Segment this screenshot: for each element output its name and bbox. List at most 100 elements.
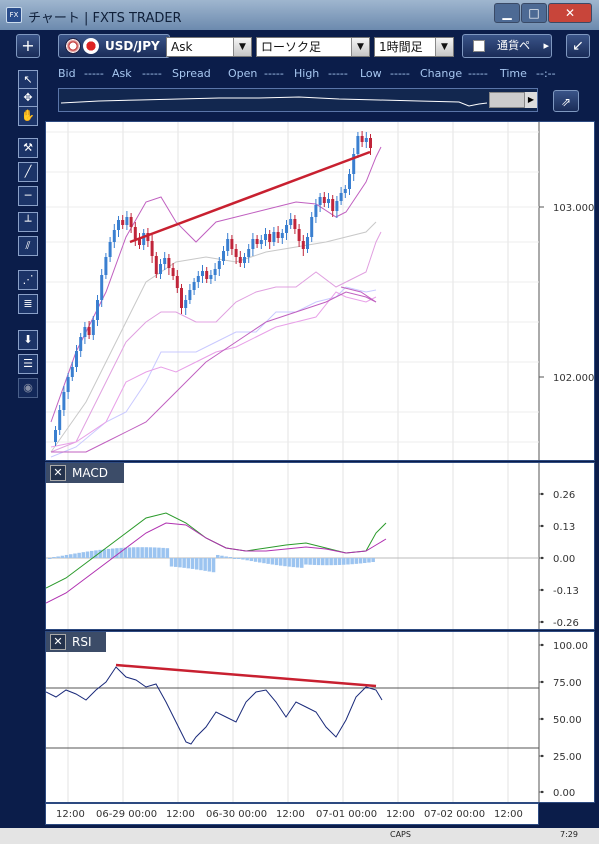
histogram-bar (119, 547, 123, 558)
rsi-tick-dot (540, 754, 544, 758)
chevron-down-icon: ▼ (233, 38, 251, 56)
fan-tool-icon[interactable]: ⋰ (18, 270, 38, 290)
overview-scroll-thumb[interactable] (489, 92, 525, 108)
histogram-bar (266, 558, 270, 564)
histogram-bar (232, 558, 237, 559)
candle-body (310, 217, 314, 237)
timeframe-select[interactable]: 1時間足 ▼ (374, 37, 454, 57)
camera-icon[interactable]: ◉ (18, 378, 38, 398)
candle-body (54, 430, 57, 442)
pointer-tool-icon[interactable]: ↖ (18, 70, 38, 90)
add-chart-button[interactable]: + (16, 34, 40, 58)
drawing-tools: ↖ ✥ ✋ ⚒ ╱ ─ ┴ ⫽ ⋰ ≣ ⬇ ☰ ◉ (14, 66, 44, 806)
taskbar: CAPS 7:29 (0, 828, 599, 844)
macd-pane[interactable]: 0.26 0.13 0.00 -0.13 -0.26 ✕ MACD (45, 462, 595, 630)
candle-body (352, 154, 356, 174)
list-icon[interactable]: ☰ (18, 354, 38, 374)
checkbox-icon (473, 40, 485, 52)
histogram-bar (123, 547, 128, 558)
candle-body (96, 300, 99, 320)
overview-navigator[interactable]: ▶ (58, 88, 538, 112)
change-label: Change (420, 67, 463, 80)
indicator-line (50, 221, 377, 453)
histogram-bar (237, 558, 241, 559)
histogram-bar (207, 558, 212, 572)
histogram-bar (174, 558, 178, 567)
histogram-bar (304, 558, 308, 565)
candle-body (217, 261, 221, 269)
candle-body (213, 269, 217, 275)
histogram-bar (354, 558, 359, 564)
vertical-line-tool-icon[interactable]: ┴ (18, 212, 38, 232)
time-value: --:-- (536, 67, 556, 80)
bid-label: Bid (58, 67, 76, 80)
candle-body (188, 290, 192, 300)
histogram-bar (308, 558, 312, 565)
histogram-bar (48, 558, 52, 559)
candle-body (230, 239, 234, 249)
currency-pair-tab[interactable]: 通貨ペ ▸ (462, 34, 552, 58)
timeframe-value: 1時間足 (379, 40, 423, 54)
histogram-bar (300, 558, 304, 568)
fit-chart-button[interactable]: ⇗ (553, 90, 579, 112)
horizontal-line-tool-icon[interactable]: ─ (18, 186, 38, 206)
histogram-bar (258, 558, 262, 563)
candle-body (108, 242, 112, 257)
candle-body (129, 217, 133, 227)
channel-tool-icon[interactable]: ⫽ (18, 236, 38, 256)
price-chart-pane[interactable]: 103.000 102.000 (45, 121, 595, 461)
time-tick: 06-30 00:00 (206, 809, 268, 820)
candle-body (293, 219, 297, 229)
histogram-bar (316, 558, 321, 566)
candle-body (163, 258, 167, 264)
candle-body (364, 138, 368, 142)
rsi-pane[interactable]: 100.00 75.00 50.00 25.00 0.00 ✕ RSI (45, 631, 595, 803)
histogram-bar (363, 558, 367, 564)
minimize-button[interactable]: ▁ (494, 3, 520, 23)
fibonacci-tool-icon[interactable]: ≣ (18, 294, 38, 314)
scroll-right-icon[interactable]: ▶ (525, 92, 537, 108)
candle-body (268, 234, 272, 242)
histogram-bar (350, 558, 354, 565)
close-button[interactable]: ✕ (548, 3, 592, 23)
rsi-tick-dot (540, 717, 544, 721)
histogram-bar (224, 556, 228, 558)
ask-label: Ask (112, 67, 132, 80)
quote-info-row: Bid ----- Ask ----- Spread Open ----- Hi… (50, 66, 595, 84)
symbol-button[interactable]: USD/JPY (58, 34, 170, 58)
candle-body (58, 410, 62, 430)
close-rsi-icon[interactable]: ✕ (50, 634, 66, 650)
histogram-bar (346, 558, 350, 565)
macd-label: 0.13 (553, 522, 575, 533)
hand-tool-icon[interactable]: ✋ (18, 106, 38, 126)
crosshair-tool-icon[interactable]: ✥ (18, 88, 38, 108)
macd-tick-dot (540, 524, 544, 528)
indicator-line (50, 231, 382, 453)
chart-type-select[interactable]: ローソク足 ▼ (256, 37, 370, 57)
trendline-tool-icon[interactable]: ╱ (18, 162, 38, 182)
histogram-bar (291, 558, 296, 568)
rsi-line (46, 666, 383, 745)
candle-body (226, 239, 230, 251)
candle-body (196, 276, 200, 282)
undock-button[interactable]: ↙ (566, 34, 590, 58)
macd-chart: 0.26 0.13 0.00 -0.13 -0.26 (46, 463, 579, 629)
candle-body (91, 320, 95, 335)
histogram-bar (279, 558, 283, 566)
candle-body (264, 234, 267, 240)
histogram-bar (60, 555, 65, 558)
candle-body (66, 377, 70, 392)
histogram-bar (329, 558, 333, 566)
histogram-bar (253, 558, 258, 562)
histogram-bar (111, 548, 115, 558)
histogram-bar (69, 554, 73, 558)
chart-type-value: ローソク足 (261, 40, 322, 54)
chevron-down-icon: ▼ (435, 38, 453, 56)
maximize-button[interactable]: □ (521, 3, 547, 23)
close-macd-icon[interactable]: ✕ (50, 465, 66, 481)
price-type-select[interactable]: Ask ▼ (166, 37, 252, 57)
rsi-tick-dot (540, 643, 544, 647)
rsi-label: 100.00 (553, 641, 588, 652)
download-icon[interactable]: ⬇ (18, 330, 38, 350)
hammer-tool-icon[interactable]: ⚒ (18, 138, 38, 158)
